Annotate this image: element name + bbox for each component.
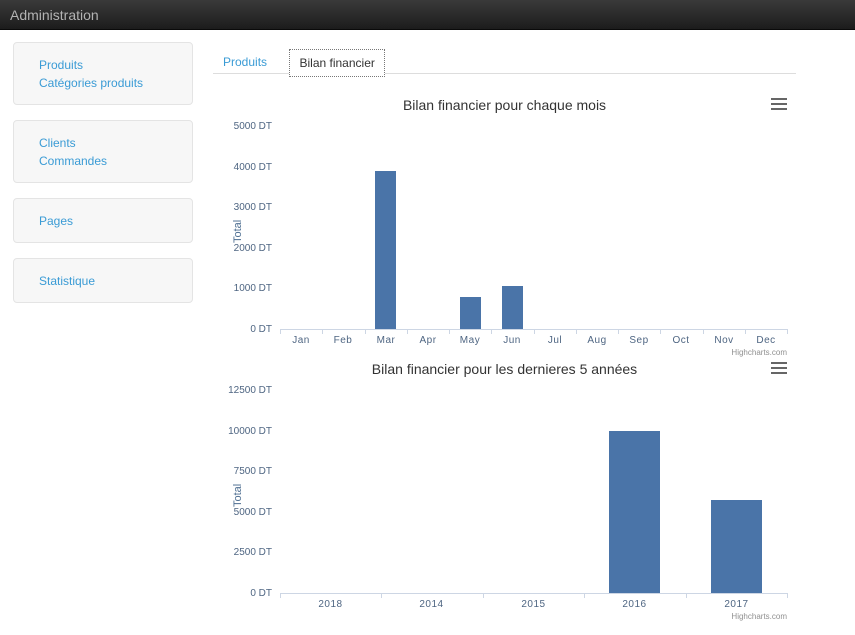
main-content: Produits Bilan financier Bilan financier… bbox=[213, 48, 796, 621]
tab-bilan-financier[interactable]: Bilan financier bbox=[289, 49, 385, 77]
y-axis-label: 1000 DT bbox=[233, 283, 272, 295]
x-axis-label: Nov bbox=[714, 335, 734, 346]
x-axis-label: 2016 bbox=[622, 599, 647, 610]
x-axis-tick bbox=[787, 593, 788, 598]
sidebar: Produits Catégories produits Clients Com… bbox=[13, 42, 193, 318]
y-axis-label: 2000 DT bbox=[233, 242, 272, 254]
x-axis-label: Jun bbox=[503, 335, 521, 346]
x-axis-tick bbox=[483, 593, 484, 598]
x-axis-label: Jul bbox=[547, 335, 563, 346]
chart-monthly-plot: 0 DT 1000 DT 2000 DT 3000 DT 4000 DT 5000 DT T… bbox=[213, 121, 796, 358]
x-axis-tick bbox=[660, 329, 661, 334]
sidebar-group-pages: Pages bbox=[13, 198, 193, 243]
highcharts-credit[interactable]: Highcharts.com bbox=[731, 612, 787, 621]
x-axis-tick bbox=[584, 593, 585, 598]
x-axis-tick bbox=[491, 329, 492, 334]
x-axis-label: Aug bbox=[587, 335, 607, 346]
y-axis-label: 5000 DT bbox=[233, 506, 272, 518]
highcharts-credit[interactable]: Highcharts.com bbox=[731, 348, 787, 357]
sidebar-group-produits: Produits Catégories produits bbox=[13, 42, 193, 105]
chart-monthly: Bilan financier pour chaque mois 0 DT 100… bbox=[213, 88, 796, 357]
tab-produits[interactable]: Produits bbox=[223, 55, 268, 69]
x-axis-label: Oct bbox=[672, 335, 690, 346]
bar[interactable] bbox=[711, 500, 762, 593]
tab-bar: Produits Bilan financier bbox=[213, 48, 796, 77]
x-axis-label: 2018 bbox=[318, 599, 343, 610]
chart-menu-icon[interactable] bbox=[771, 98, 787, 110]
app-header: Administration bbox=[0, 0, 855, 30]
x-axis-label: Jan bbox=[292, 335, 310, 346]
x-axis-tick bbox=[381, 593, 382, 598]
x-axis-label: 2017 bbox=[724, 599, 749, 610]
y-axis-label: 10000 DT bbox=[228, 425, 272, 437]
app-title: Administration bbox=[10, 7, 99, 23]
y-axis-label: 3000 DT bbox=[233, 202, 272, 214]
chart-menu-icon[interactable] bbox=[771, 362, 787, 374]
bar[interactable] bbox=[502, 286, 523, 329]
x-axis-tick bbox=[280, 329, 281, 334]
x-axis-label: Sep bbox=[629, 335, 649, 346]
x-axis-label: 2015 bbox=[521, 599, 546, 610]
x-axis-tick bbox=[280, 593, 281, 598]
y-axis-label: 2500 DT bbox=[233, 547, 272, 559]
chart-yearly: Bilan financier pour les dernieres 5 ann… bbox=[213, 352, 796, 621]
y-axis-label: 4000 DT bbox=[233, 161, 272, 173]
y-axis-label: 7500 DT bbox=[233, 466, 272, 478]
x-axis-tick bbox=[322, 329, 323, 334]
x-axis-tick bbox=[787, 329, 788, 334]
sidebar-item-categories-produits[interactable]: Catégories produits bbox=[39, 76, 144, 90]
sidebar-item-clients[interactable]: Clients bbox=[39, 136, 76, 150]
bar[interactable] bbox=[609, 431, 660, 593]
bar[interactable] bbox=[460, 297, 481, 329]
x-axis-label: Mar bbox=[376, 335, 396, 346]
chart-yearly-title: Bilan financier pour les dernieres 5 ann… bbox=[371, 361, 638, 377]
x-axis-line bbox=[280, 329, 787, 330]
sidebar-item-commandes[interactable]: Commandes bbox=[39, 154, 108, 168]
y-axis-label: 12500 DT bbox=[228, 385, 272, 396]
y-axis-label: 0 DT bbox=[250, 324, 272, 335]
x-axis-tick bbox=[534, 329, 535, 334]
sidebar-item-statistique[interactable]: Statistique bbox=[39, 274, 96, 288]
x-axis-tick bbox=[686, 593, 687, 598]
sidebar-group-statistique: Statistique bbox=[13, 258, 193, 303]
x-axis-line bbox=[280, 593, 787, 594]
bar[interactable] bbox=[375, 171, 396, 329]
x-axis-tick bbox=[449, 329, 450, 334]
y-axis-label: 0 DT bbox=[250, 588, 272, 599]
x-axis-label: May bbox=[459, 335, 481, 346]
x-axis-tick bbox=[745, 329, 746, 334]
sidebar-item-pages[interactable]: Pages bbox=[39, 214, 74, 228]
chart-yearly-plot: 0 DT 2500 DT 5000 DT 7500 DT 10000 DT 12500 D… bbox=[213, 385, 796, 622]
x-axis-tick bbox=[407, 329, 408, 334]
x-axis-label: 2014 bbox=[419, 599, 444, 610]
x-axis-tick bbox=[576, 329, 577, 334]
x-axis-tick bbox=[365, 329, 366, 334]
x-axis-label: Dec bbox=[756, 335, 776, 346]
y-axis-label: 5000 DT bbox=[233, 121, 272, 132]
y-axis-title: Total bbox=[232, 483, 244, 507]
sidebar-item-produits[interactable]: Produits bbox=[39, 58, 84, 72]
x-axis-label: Feb bbox=[333, 335, 353, 346]
sidebar-group-clients: Clients Commandes bbox=[13, 120, 193, 183]
y-axis-title: Total bbox=[232, 219, 244, 243]
x-axis-tick bbox=[618, 329, 619, 334]
x-axis-tick bbox=[703, 329, 704, 334]
x-axis-label: Apr bbox=[419, 335, 437, 346]
chart-monthly-title: Bilan financier pour chaque mois bbox=[402, 97, 607, 113]
